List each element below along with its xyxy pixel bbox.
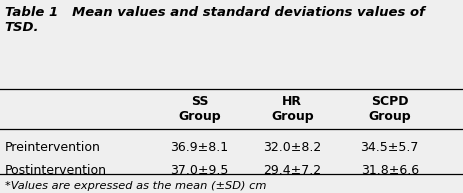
Text: 37.0±9.5: 37.0±9.5 xyxy=(170,164,228,177)
Text: SS
Group: SS Group xyxy=(178,95,220,123)
Text: SCPD
Group: SCPD Group xyxy=(368,95,410,123)
Text: 31.8±6.6: 31.8±6.6 xyxy=(360,164,418,177)
Text: 36.9±8.1: 36.9±8.1 xyxy=(170,141,228,154)
Text: Preintervention: Preintervention xyxy=(5,141,100,154)
Text: 32.0±8.2: 32.0±8.2 xyxy=(263,141,321,154)
Text: Postintervention: Postintervention xyxy=(5,164,106,177)
Text: 29.4±7.2: 29.4±7.2 xyxy=(263,164,321,177)
Text: 34.5±5.7: 34.5±5.7 xyxy=(360,141,418,154)
Text: Table 1   Mean values and standard deviations values of
TSD.: Table 1 Mean values and standard deviati… xyxy=(5,6,424,34)
Text: HR
Group: HR Group xyxy=(270,95,313,123)
Text: *Values are expressed as the mean (±SD) cm: *Values are expressed as the mean (±SD) … xyxy=(5,181,266,191)
